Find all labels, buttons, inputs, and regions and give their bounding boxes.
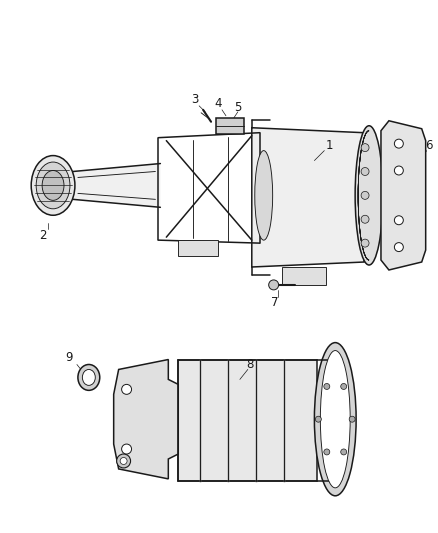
Ellipse shape: [349, 416, 355, 422]
Ellipse shape: [355, 126, 383, 265]
Ellipse shape: [268, 280, 279, 290]
Text: 2: 2: [39, 229, 47, 241]
Text: 4: 4: [214, 98, 222, 110]
Text: 6: 6: [425, 139, 432, 152]
Polygon shape: [216, 118, 244, 134]
Text: 1: 1: [325, 139, 333, 152]
Ellipse shape: [78, 365, 100, 390]
Ellipse shape: [341, 383, 347, 390]
Ellipse shape: [361, 144, 369, 151]
Ellipse shape: [82, 369, 95, 385]
Polygon shape: [73, 164, 160, 207]
Ellipse shape: [315, 416, 321, 422]
Polygon shape: [178, 240, 218, 256]
Ellipse shape: [361, 191, 369, 199]
Text: 5: 5: [234, 101, 242, 115]
Ellipse shape: [394, 243, 403, 252]
Ellipse shape: [122, 384, 131, 394]
Ellipse shape: [394, 139, 403, 148]
Ellipse shape: [314, 343, 356, 496]
Ellipse shape: [320, 351, 350, 488]
Ellipse shape: [361, 215, 369, 223]
Ellipse shape: [42, 171, 64, 200]
Ellipse shape: [117, 454, 131, 468]
Polygon shape: [381, 121, 426, 270]
Ellipse shape: [361, 239, 369, 247]
Ellipse shape: [324, 449, 330, 455]
Text: 7: 7: [271, 296, 279, 309]
Polygon shape: [114, 360, 178, 479]
Ellipse shape: [122, 444, 131, 454]
Polygon shape: [178, 360, 318, 481]
Ellipse shape: [255, 151, 273, 240]
Ellipse shape: [36, 162, 70, 209]
Polygon shape: [282, 267, 326, 285]
Polygon shape: [252, 128, 364, 267]
Text: 8: 8: [246, 358, 254, 371]
Ellipse shape: [394, 166, 403, 175]
Ellipse shape: [324, 383, 330, 390]
Ellipse shape: [341, 449, 347, 455]
Ellipse shape: [361, 167, 369, 175]
Ellipse shape: [394, 216, 403, 225]
Ellipse shape: [31, 156, 75, 215]
Text: 9: 9: [65, 351, 73, 364]
Ellipse shape: [120, 457, 127, 464]
Text: 3: 3: [191, 93, 199, 107]
